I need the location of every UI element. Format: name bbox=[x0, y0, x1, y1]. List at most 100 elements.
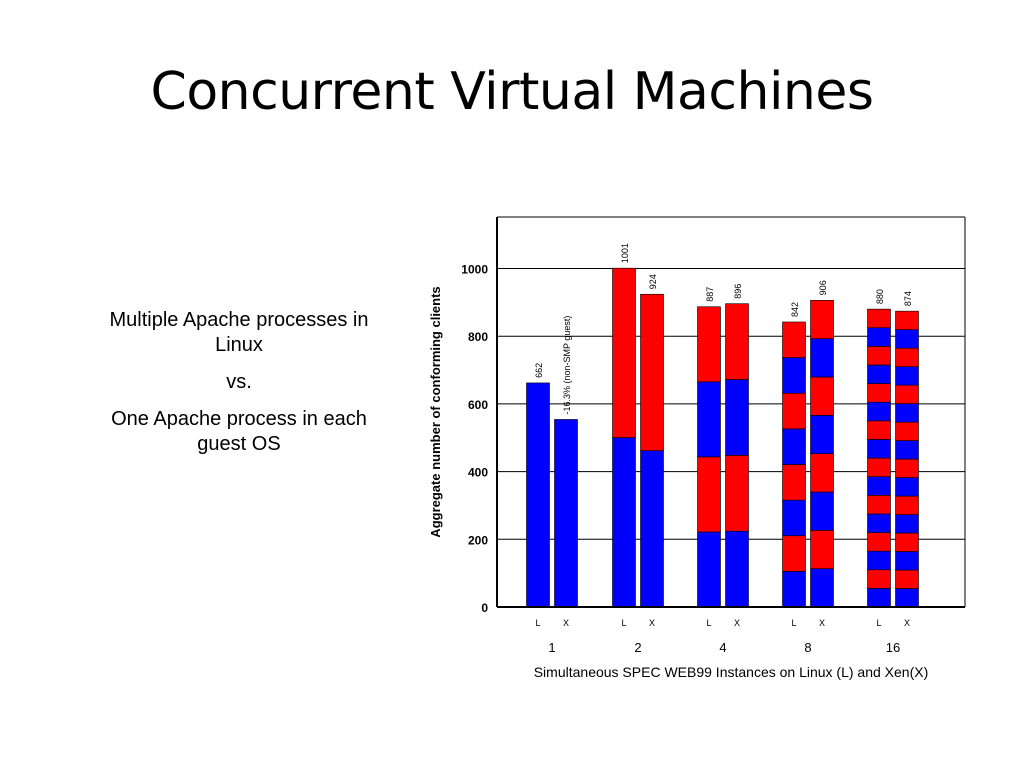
bar-segment bbox=[867, 550, 891, 571]
bar-segment bbox=[612, 267, 636, 438]
bar-label: L bbox=[791, 618, 796, 628]
bar-segment bbox=[895, 532, 919, 552]
bar-segment bbox=[867, 383, 891, 403]
data-label: -16.3% (non-SMP guest) bbox=[562, 316, 572, 415]
bar-segment bbox=[895, 477, 919, 497]
bar-segment bbox=[725, 530, 749, 608]
bar-segment bbox=[782, 571, 806, 608]
bar-segment bbox=[697, 381, 721, 458]
bar-segment bbox=[725, 455, 749, 532]
bar-segment bbox=[895, 458, 919, 478]
bar-label: L bbox=[535, 618, 540, 628]
group-label: 8 bbox=[804, 640, 811, 655]
bar-segment bbox=[895, 384, 919, 404]
data-label: 1001 bbox=[620, 243, 630, 263]
bar-segment bbox=[867, 420, 891, 440]
bar-segment bbox=[867, 308, 891, 329]
bar-segment bbox=[867, 457, 891, 477]
bar-segment bbox=[554, 419, 578, 608]
bar-label: X bbox=[904, 618, 910, 628]
bar-label: L bbox=[706, 618, 711, 628]
y-tick-label: 1000 bbox=[461, 263, 488, 277]
bar-segment bbox=[782, 392, 806, 430]
bar-label: L bbox=[876, 618, 881, 628]
bar-segment bbox=[782, 321, 806, 358]
bar-segment bbox=[895, 347, 919, 367]
y-tick-label: 600 bbox=[468, 398, 488, 412]
note-line: One Apache process in each guest OS bbox=[111, 408, 367, 455]
bar-segment bbox=[867, 476, 891, 496]
bar-segment bbox=[867, 401, 891, 422]
data-label: 874 bbox=[903, 291, 913, 306]
bar-segment bbox=[810, 568, 834, 608]
bar-segment bbox=[725, 303, 749, 380]
bar-label: X bbox=[649, 618, 655, 628]
group-label: 2 bbox=[634, 640, 641, 655]
bar-segment bbox=[895, 421, 919, 441]
data-label: 662 bbox=[534, 363, 544, 378]
bar-segment bbox=[867, 532, 891, 552]
bar-segment bbox=[782, 357, 806, 394]
bar-segment bbox=[895, 569, 919, 589]
y-axis-label: Aggregate number of conforming clients bbox=[428, 286, 443, 537]
bar-segment bbox=[526, 382, 550, 608]
slide-title: Concurrent Virtual Machines bbox=[150, 62, 874, 122]
bar-segment bbox=[810, 530, 834, 569]
bar-segment bbox=[895, 403, 919, 423]
data-label: 887 bbox=[705, 287, 715, 302]
bar-segment bbox=[697, 306, 721, 383]
bar-segment bbox=[810, 415, 834, 454]
y-tick-label: 200 bbox=[468, 533, 488, 547]
data-label: 896 bbox=[733, 284, 743, 299]
bar-segment bbox=[895, 440, 919, 460]
bar-segment bbox=[782, 499, 806, 537]
bar-segment bbox=[867, 494, 891, 515]
group-label: 1 bbox=[548, 640, 555, 655]
bar-segment bbox=[640, 450, 664, 608]
bar-segment bbox=[697, 456, 721, 533]
bar-segment bbox=[895, 588, 919, 608]
x-axis-label: Simultaneous SPEC WEB99 Instances on Lin… bbox=[534, 664, 929, 680]
group-label: 4 bbox=[719, 640, 726, 655]
y-tick-label: 400 bbox=[468, 466, 488, 480]
bar-label: X bbox=[563, 618, 569, 628]
bar-segment bbox=[867, 364, 891, 384]
bar-segment bbox=[612, 437, 636, 608]
slide-notes: Multiple Apache processes in Linux vs. O… bbox=[100, 308, 378, 469]
bar-segment bbox=[725, 379, 749, 456]
bar-segment bbox=[895, 310, 919, 330]
bar-segment bbox=[867, 439, 891, 459]
bar-segment bbox=[867, 327, 891, 347]
bar-segment bbox=[867, 346, 891, 366]
bar-label: X bbox=[734, 618, 740, 628]
y-tick-label: 0 bbox=[481, 601, 488, 615]
y-tick-label: 800 bbox=[468, 330, 488, 344]
bar-segment bbox=[810, 453, 834, 493]
bar-segment bbox=[782, 535, 806, 572]
bar-segment bbox=[810, 300, 834, 339]
bar-segment bbox=[697, 531, 721, 608]
bar-segment bbox=[782, 428, 806, 465]
bar-segment bbox=[810, 491, 834, 531]
data-label: 924 bbox=[648, 274, 658, 289]
bar-segment bbox=[895, 495, 919, 515]
data-label: 906 bbox=[818, 280, 828, 295]
bar-segment bbox=[867, 569, 891, 589]
bar-label: X bbox=[819, 618, 825, 628]
bar-segment bbox=[810, 338, 834, 378]
bar-segment bbox=[895, 551, 919, 571]
note-line: Multiple Apache processes in Linux bbox=[109, 309, 369, 356]
bar-segment bbox=[640, 293, 664, 451]
group-label: 16 bbox=[886, 640, 900, 655]
data-label: 842 bbox=[790, 302, 800, 317]
data-label: 880 bbox=[875, 289, 885, 304]
bar-segment bbox=[810, 376, 834, 416]
bar-segment bbox=[867, 513, 891, 533]
bar-segment bbox=[895, 329, 919, 349]
bar-segment bbox=[895, 514, 919, 534]
bar-segment bbox=[895, 366, 919, 386]
bar-label: L bbox=[621, 618, 626, 628]
note-line: vs. bbox=[226, 371, 252, 393]
bar-segment bbox=[867, 588, 891, 608]
